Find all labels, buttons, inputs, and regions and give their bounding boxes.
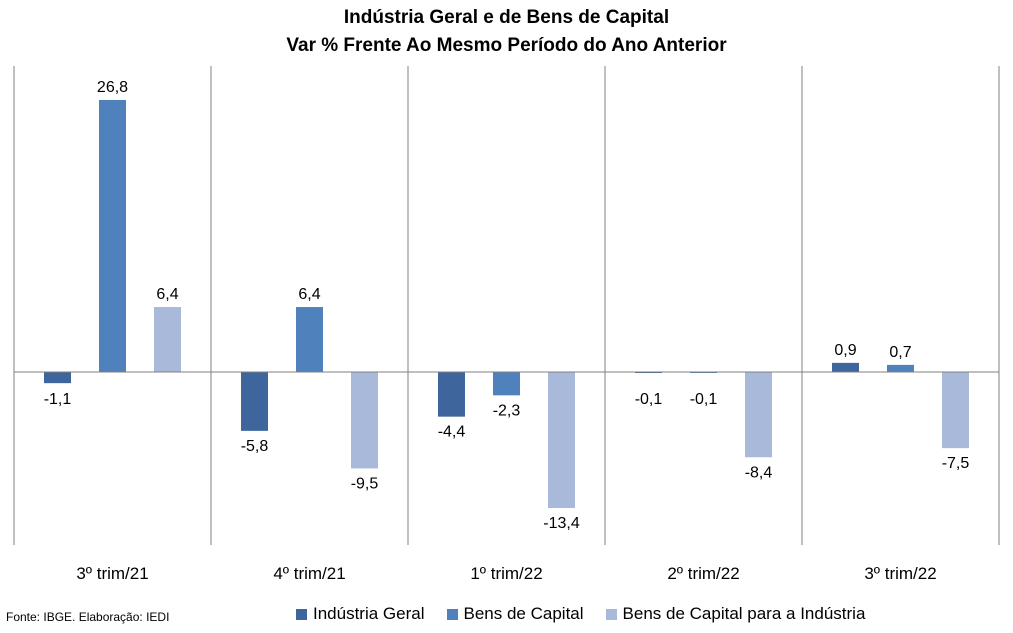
data-label: -0,1	[635, 391, 663, 408]
bar-3-3	[548, 372, 575, 508]
data-label: 26,8	[97, 79, 128, 96]
data-label: -8,4	[745, 464, 773, 481]
bar-1-5	[832, 362, 859, 372]
data-label: 0,9	[834, 342, 856, 359]
data-label: -0,1	[690, 391, 718, 408]
bar-1-1	[44, 372, 71, 384]
bar-2-4	[690, 372, 717, 374]
data-label: 0,7	[889, 344, 911, 361]
data-label: -4,4	[438, 424, 466, 441]
data-label: 6,4	[156, 286, 178, 303]
bar-1-4	[635, 372, 662, 374]
data-label: -2,3	[493, 402, 521, 419]
data-label: -1,1	[44, 391, 72, 408]
bar-2-3	[493, 372, 520, 396]
legend-label-bens-de-capital: Bens de Capital	[463, 604, 584, 623]
chart-subtitle: Var % Frente Ao Mesmo Período do Ano Ant…	[286, 35, 727, 56]
source-note: Fonte: IBGE. Elaboração: IEDI	[6, 610, 170, 624]
legend-swatch-industria-geral	[296, 608, 307, 620]
x-tick-label: 1º trim/22	[470, 564, 542, 583]
x-tick-label: 3º trim/22	[864, 564, 936, 583]
bar-3-5	[942, 372, 969, 449]
x-tick-label: 4º trim/21	[273, 564, 345, 583]
chart-title: Indústria Geral e de Bens de Capital	[343, 7, 670, 28]
legend-label-bens-capital-industria: Bens de Capital para a Indústria	[622, 604, 866, 623]
bar-3-2	[351, 372, 378, 469]
legend-swatch-bens-capital-industria	[605, 608, 617, 620]
data-label: -5,8	[241, 438, 269, 455]
x-tick-label: 2º trim/22	[667, 564, 739, 583]
legend-item-bens-de-capital: Bens de Capital	[446, 604, 584, 624]
bar-2-1	[99, 100, 126, 372]
legend-item-industria-geral: Indústria Geral	[296, 604, 425, 624]
data-label: 6,4	[298, 286, 320, 303]
legend-label-industria-geral: Indústria Geral	[313, 604, 425, 623]
chart-legend: Indústria Geral Bens de Capital Bens de …	[296, 604, 887, 624]
data-label: -7,5	[942, 455, 970, 472]
data-label: -13,4	[543, 515, 580, 532]
legend-item-bens-capital-industria: Bens de Capital para a Indústria	[605, 604, 866, 624]
bar-1-3	[438, 372, 465, 417]
bar-1-2	[241, 372, 268, 431]
x-tick-label: 3º trim/21	[76, 564, 148, 583]
legend-swatch-bens-de-capital	[446, 608, 458, 620]
bar-2-5	[887, 364, 914, 372]
bar-3-4	[745, 372, 772, 458]
data-label: -9,5	[351, 475, 379, 492]
bar-3-1	[154, 307, 181, 372]
bar-2-2	[296, 307, 323, 372]
